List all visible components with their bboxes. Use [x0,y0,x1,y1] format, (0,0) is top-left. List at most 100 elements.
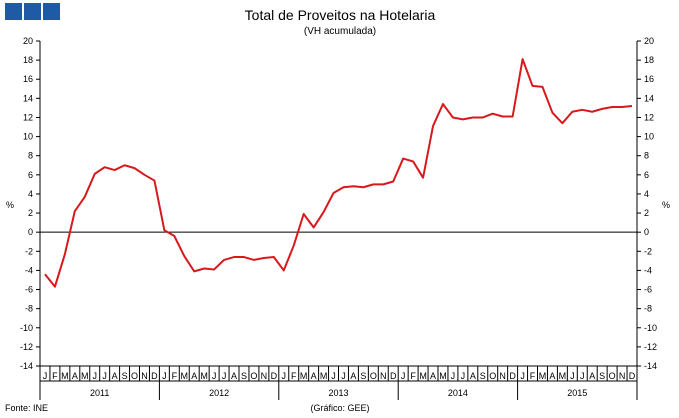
x-tick-label-month: J [92,371,97,381]
x-tick-label-month: N [141,371,148,381]
x-tick-label-month: M [439,371,447,381]
x-tick-label-month: M [81,371,89,381]
credit-note: (Gráfico: GEE) [310,403,369,413]
y-tick-label-right: 0 [644,227,649,237]
axes [39,41,638,367]
x-tick-label-month: J [222,371,227,381]
y-tick-label-left: 8 [28,151,33,161]
x-tick-label-month: A [112,371,118,381]
y-tick-label-right: 10 [644,132,654,142]
series-layer [44,58,633,288]
x-tick-label-year: 2011 [90,388,109,398]
series-line [44,58,633,288]
x-tick-label-month: J [341,371,346,381]
y-tick-label-right: -2 [644,246,652,256]
logo-square-1 [5,3,22,20]
y-tick-label-left: 6 [28,170,33,180]
x-tick-label-month: A [311,371,317,381]
x-tick-label-month: J [401,371,406,381]
x-tick-label-month: A [549,371,555,381]
x-tick-label-month: S [122,371,128,381]
x-tick-label-month: A [72,371,78,381]
x-tick-label-month: O [609,371,616,381]
x-tick-label-month: F [172,371,178,381]
x-tick-label-month: F [291,371,297,381]
y-tick-label-left: 14 [23,93,33,103]
y-tick-label-right: 14 [644,93,654,103]
x-tick-label-year: 2013 [328,388,348,398]
x-tick-label-month: M [300,371,308,381]
y-tick-label-left: -14 [20,361,33,371]
x-tick-label-month: F [530,371,536,381]
x-tick-label-month: J [331,371,336,381]
y-ticks-right: -14 -12 -10 -8 -6 -4 -2 0 2 4 6 8 10 12 14 16 18 20 [637,36,657,371]
x-tick-label-month: J [162,371,167,381]
x-tick-label-month: S [480,371,486,381]
x-tick-label-month: S [599,371,605,381]
y-axis-label-right: % [662,200,670,210]
x-tick-label-month: N [619,371,626,381]
x-tick-label-month: N [261,371,268,381]
x-tick-label-month: N [380,371,387,381]
y-tick-label-left: 12 [23,112,33,122]
x-tick-label-month: M [61,371,69,381]
y-tick-label-right: 12 [644,112,654,122]
y-tick-label-right: 6 [644,170,649,180]
x-tick-label-month: J [570,371,575,381]
y-tick-label-left: 4 [28,189,33,199]
y-tick-label-left: 20 [23,36,33,46]
x-tick-label-month: O [489,371,496,381]
y-tick-label-left: 2 [28,208,33,218]
y-tick-label-left: -10 [20,323,33,333]
chart-subtitle: (VH acumulada) [304,26,376,37]
y-tick-label-left: -6 [25,285,33,295]
x-tick-label-month: N [499,371,506,381]
x-tick-label-month: M [200,371,208,381]
x-tick-label-month: A [589,371,595,381]
x-tick-label-month: D [390,371,397,381]
x-tick-label-month: J [520,371,525,381]
x-tick-label-month: D [629,371,636,381]
y-tick-label-right: 2 [644,208,649,218]
y-tick-label-left: 0 [28,227,33,237]
y-tick-label-right: -4 [644,265,652,275]
x-tick-label-month: F [410,371,416,381]
x-tick-label-month: J [282,371,287,381]
y-tick-label-right: -12 [644,342,657,352]
logo-square-3 [43,3,60,20]
chart-title: Total de Proveitos na Hotelaria [245,7,436,23]
y-tick-label-right: 20 [644,36,654,46]
x-tick-label-year: 2014 [448,388,468,398]
y-tick-label-right: -14 [644,361,657,371]
y-tick-label-right: -10 [644,323,657,333]
x-tick-label-month: O [250,371,257,381]
y-tick-label-left: -2 [25,246,33,256]
y-tick-label-left: -8 [25,304,33,314]
x-tick-label-month: S [360,371,366,381]
y-axis-label-left: % [6,200,14,210]
y-tick-label-right: 4 [644,189,649,199]
x-tick-label-month: D [509,371,516,381]
x-tick-label-month: A [470,371,476,381]
y-tick-label-right: -8 [644,304,652,314]
x-tick-label-month: J [461,371,466,381]
x-tick-label-month: M [320,371,328,381]
x-tick-label-month: M [539,371,547,381]
y-tick-label-left: 16 [23,74,33,84]
y-tick-label-right: 16 [644,74,654,84]
x-tick-label-month: A [430,371,436,381]
x-tick-label-month: D [151,371,158,381]
x-tick-label-month: D [271,371,278,381]
x-tick-label-month: J [43,371,48,381]
x-tick-label-month: M [419,371,427,381]
y-tick-label-left: 18 [23,55,33,65]
x-tick-label-month: O [131,371,138,381]
x-tick-label-month: J [451,371,456,381]
x-tick-label-month: A [350,371,356,381]
y-tick-label-left: -4 [25,265,33,275]
x-tick-label-month: S [241,371,247,381]
x-tick-label-month: O [370,371,377,381]
y-tick-label-left: 10 [23,132,33,142]
